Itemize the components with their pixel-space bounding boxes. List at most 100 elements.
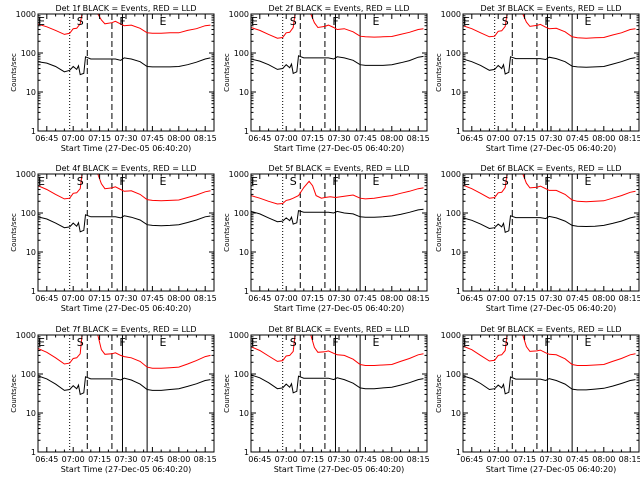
panel-title: Det 1f BLACK = Events, RED = LLD — [55, 4, 196, 13]
region-label: E — [38, 336, 45, 349]
region-label: E — [251, 15, 258, 28]
y-tick-label: 10 — [26, 88, 36, 97]
y-tick-label: 1 — [244, 448, 249, 457]
x-axis-label: Start Time (27-Dec-05 06:40:20) — [61, 465, 192, 474]
y-tick-label: 1000 — [441, 331, 461, 340]
y-tick-label: 1000 — [229, 170, 249, 179]
plot-frame — [37, 13, 215, 132]
x-tick-label: 08:00 — [167, 134, 190, 143]
x-tick-label: 07:00 — [487, 134, 510, 143]
series-line-lld — [38, 174, 211, 202]
x-tick-label: 07:15 — [301, 455, 324, 464]
y-tick-label: 10 — [26, 409, 36, 418]
x-tick-label: 08:00 — [167, 294, 190, 303]
region-label: E — [251, 175, 258, 188]
region-label: F — [332, 336, 338, 349]
y-tick-label: 1000 — [441, 170, 461, 179]
series-line-events — [251, 55, 424, 75]
x-tick-label: 08:15 — [407, 134, 430, 143]
y-tick-label: 10 — [26, 248, 36, 257]
y-tick-label: 1 — [456, 127, 461, 136]
panel-title: Det 4f BLACK = Events, RED = LLD — [55, 164, 196, 173]
y-tick-label: 1000 — [229, 10, 249, 19]
x-tick-label: 07:45 — [141, 134, 164, 143]
region-label: E — [38, 15, 45, 28]
series-line-events — [38, 214, 211, 233]
y-axis-label: Counts/sec — [10, 213, 18, 252]
series-group — [251, 180, 424, 225]
y-tick-label: 1 — [456, 448, 461, 457]
y-tick-label: 10 — [451, 88, 461, 97]
x-tick-label: 06:45 — [35, 294, 58, 303]
region-label: E — [251, 336, 258, 349]
y-tick-label: 100 — [234, 209, 249, 218]
region-label: S — [290, 15, 297, 28]
panel-title: Det 9f BLACK = Events, RED = LLD — [480, 325, 621, 334]
x-tick-label: 07:00 — [275, 455, 298, 464]
series-group — [38, 14, 211, 76]
series-line-events — [251, 208, 424, 225]
x-tick-label: 07:45 — [141, 455, 164, 464]
x-tick-label: 06:45 — [35, 455, 58, 464]
y-tick-label: 100 — [446, 370, 461, 379]
x-tick-label: 06:45 — [248, 294, 271, 303]
x-tick-label: 08:15 — [194, 294, 217, 303]
y-axis-label: Counts/sec — [435, 374, 443, 413]
region-label: S — [77, 336, 84, 349]
region-label: E — [372, 175, 379, 188]
y-tick-label: 1 — [31, 287, 36, 296]
x-tick-label: 07:00 — [487, 294, 510, 303]
series-line-lld — [38, 14, 211, 35]
y-tick-label: 100 — [234, 370, 249, 379]
x-tick-label: 08:00 — [592, 134, 615, 143]
series-line-events — [463, 375, 636, 395]
x-tick-label: 06:45 — [35, 134, 58, 143]
x-tick-label: 07:30 — [327, 134, 350, 143]
y-tick-label: 100 — [21, 209, 36, 218]
panel-title: Det 5f BLACK = Events, RED = LLD — [268, 164, 409, 173]
x-tick-label: 07:15 — [301, 294, 324, 303]
series-group — [38, 174, 211, 233]
region-label: E — [159, 175, 166, 188]
region-label: F — [119, 15, 125, 28]
region-label: E — [584, 336, 591, 349]
region-label: S — [290, 336, 297, 349]
y-tick-label: 1000 — [16, 331, 36, 340]
x-tick-label: 07:30 — [327, 294, 350, 303]
y-tick-label: 1 — [456, 287, 461, 296]
panel-title: Det 2f BLACK = Events, RED = LLD — [268, 4, 409, 13]
x-tick-label: 07:15 — [88, 294, 111, 303]
x-tick-label: 07:15 — [88, 134, 111, 143]
x-tick-label: 08:15 — [194, 134, 217, 143]
x-axis-label: Start Time (27-Dec-05 06:40:20) — [486, 304, 617, 313]
series-group — [38, 335, 211, 396]
x-tick-label: 08:15 — [619, 134, 640, 143]
panel-title: Det 8f BLACK = Events, RED = LLD — [268, 325, 409, 334]
y-tick-label: 100 — [446, 49, 461, 58]
y-axis-label: Counts/sec — [435, 53, 443, 92]
x-tick-label: 07:15 — [513, 134, 536, 143]
x-axis-label: Start Time (27-Dec-05 06:40:20) — [274, 465, 405, 474]
series-group — [463, 174, 636, 233]
x-axis-label: Start Time (27-Dec-05 06:40:20) — [61, 304, 192, 313]
series-line-lld — [251, 335, 424, 366]
panel-title: Det 6f BLACK = Events, RED = LLD — [480, 164, 621, 173]
series-line-events — [463, 56, 636, 75]
region-label: E — [38, 175, 45, 188]
plot-frame — [37, 334, 215, 453]
x-tick-label: 07:45 — [566, 134, 589, 143]
x-tick-label: 07:00 — [62, 294, 85, 303]
x-tick-label: 07:30 — [114, 134, 137, 143]
x-tick-label: 08:15 — [407, 455, 430, 464]
region-label: E — [584, 15, 591, 28]
x-tick-label: 08:00 — [380, 134, 403, 143]
y-tick-label: 1000 — [16, 10, 36, 19]
y-tick-label: 100 — [21, 49, 36, 58]
